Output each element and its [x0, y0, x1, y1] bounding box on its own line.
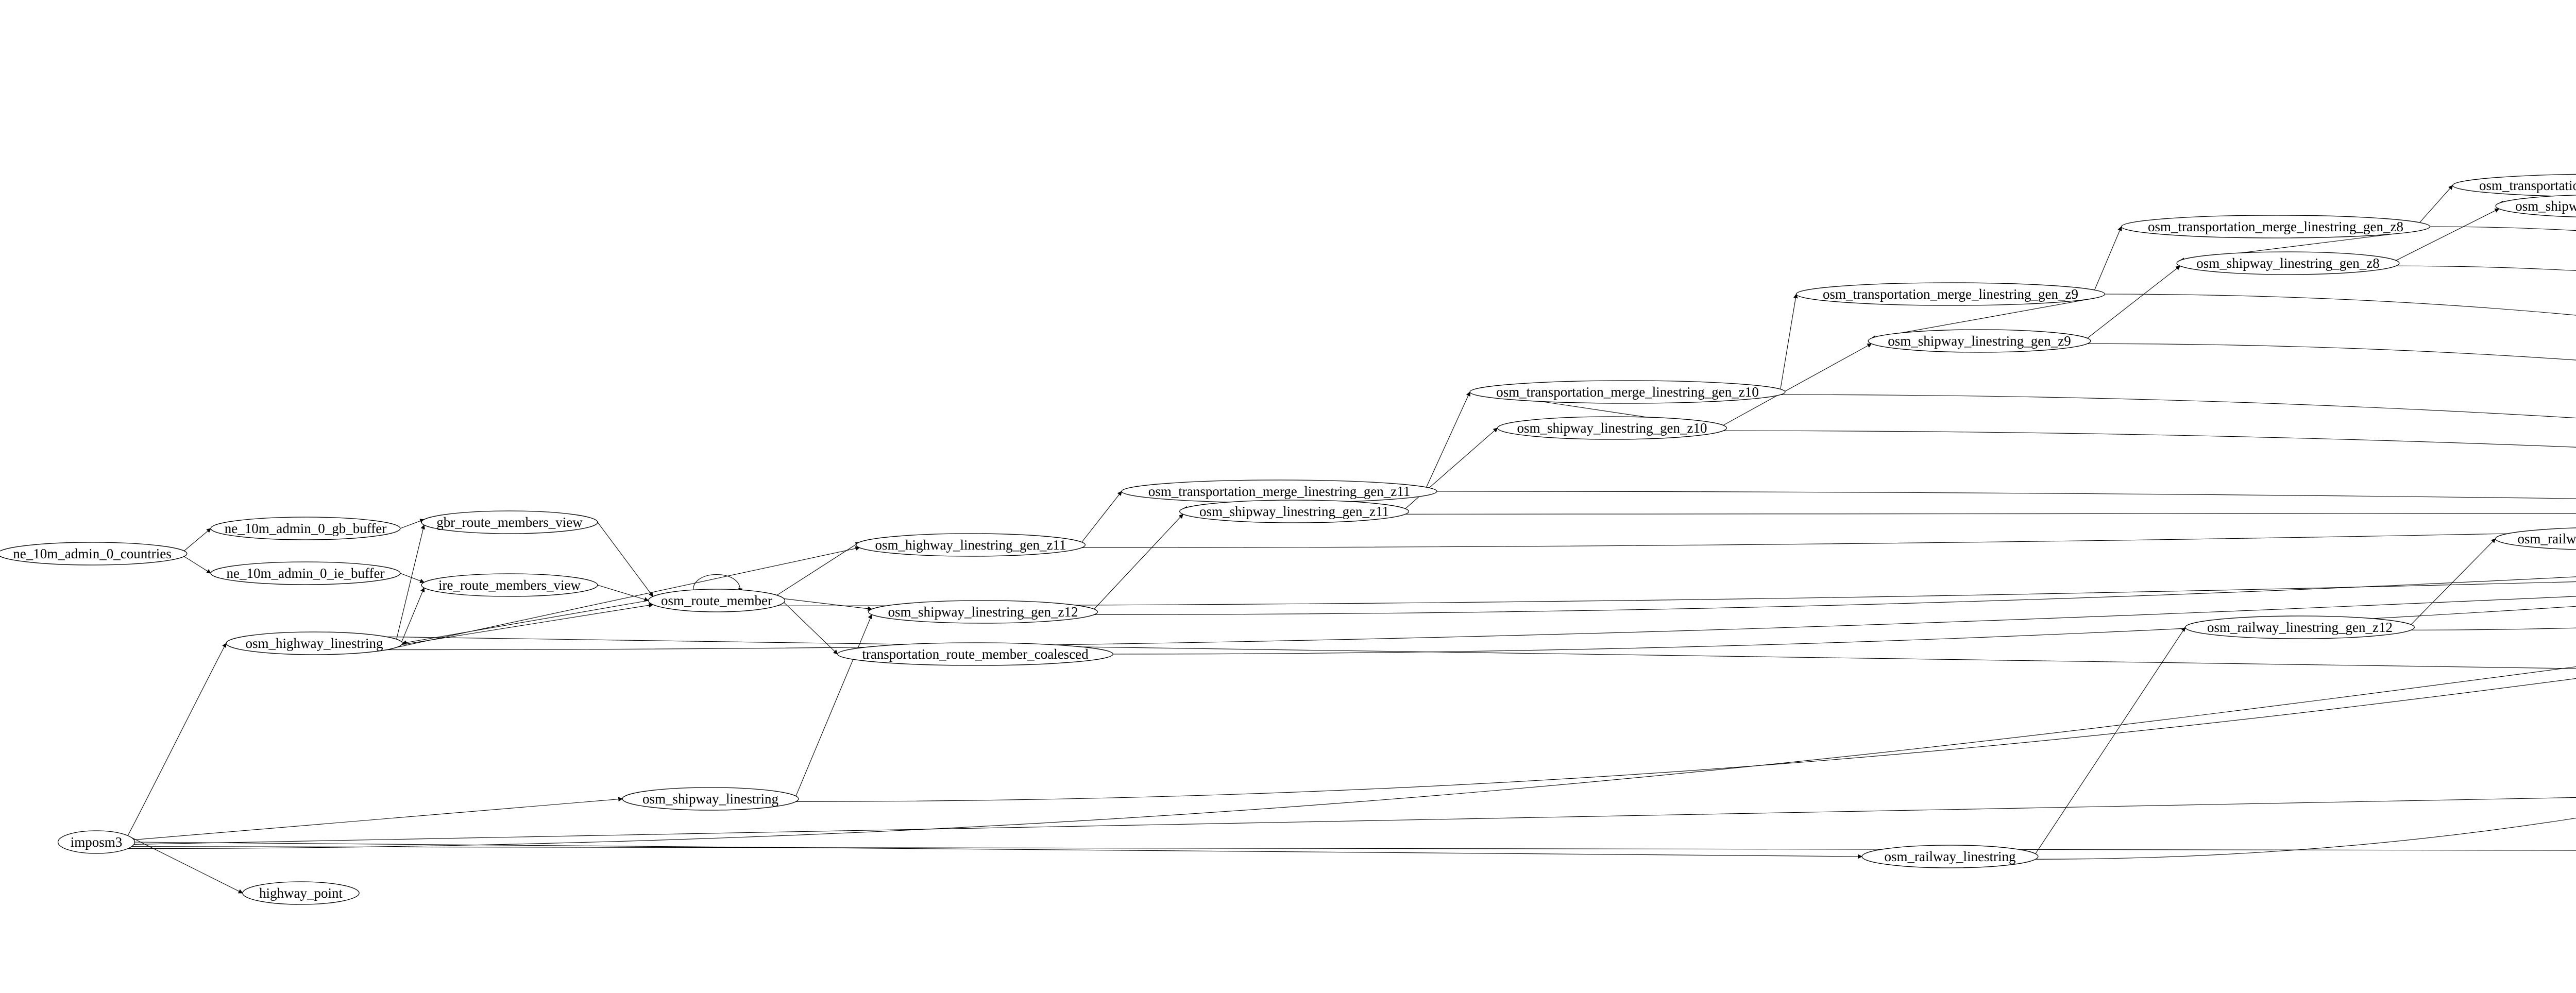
svg-text:osm_shipway_linestring_gen_z9: osm_shipway_linestring_gen_z9: [1888, 333, 2071, 349]
svg-text:osm_shipway_linestring_gen_z10: osm_shipway_linestring_gen_z10: [1517, 420, 1707, 436]
svg-text:osm_transportation_merge_lines: osm_transportation_merge_linestring_gen_…: [1148, 484, 1410, 499]
svg-text:ne_10m_admin_0_gb_buffer: ne_10m_admin_0_gb_buffer: [225, 521, 386, 536]
svg-text:osm_highway_linestring: osm_highway_linestring: [246, 636, 383, 651]
svg-text:osm_transportation_merge_lines: osm_transportation_merge_linestring_gen_…: [2148, 219, 2403, 234]
svg-text:osm_shipway_linestring_gen_z8: osm_shipway_linestring_gen_z8: [2196, 255, 2379, 271]
svg-text:ne_10m_admin_0_ie_buffer: ne_10m_admin_0_ie_buffer: [227, 566, 385, 581]
svg-text:osm_railway_linestring_gen_z12: osm_railway_linestring_gen_z12: [2207, 620, 2393, 635]
svg-text:osm_transportation_merge_lines: osm_transportation_merge_linestring_gen_…: [1496, 384, 1758, 400]
svg-text:osm_shipway_linestring_gen_z11: osm_shipway_linestring_gen_z11: [1199, 504, 1389, 519]
svg-text:osm_railway_linestring: osm_railway_linestring: [1885, 849, 2016, 864]
svg-text:osm_transportation_merge_lines: osm_transportation_merge_linestring_gen_…: [1823, 286, 2078, 302]
svg-text:osm_shipway_linestring_gen_z12: osm_shipway_linestring_gen_z12: [888, 604, 1078, 620]
svg-text:imposm3: imposm3: [71, 834, 123, 850]
svg-text:osm_shipway_linestring_gen_z7: osm_shipway_linestring_gen_z7: [2515, 198, 2576, 214]
svg-text:osm_railway_linestring_gen_z11: osm_railway_linestring_gen_z11: [2518, 531, 2576, 546]
svg-text:osm_highway_linestring_gen_z11: osm_highway_linestring_gen_z11: [875, 537, 1066, 553]
svg-text:gbr_route_members_view: gbr_route_members_view: [436, 515, 583, 530]
svg-text:osm_shipway_linestring: osm_shipway_linestring: [642, 791, 778, 807]
svg-text:ire_route_members_view: ire_route_members_view: [438, 577, 581, 593]
svg-text:highway_point: highway_point: [259, 885, 343, 901]
svg-text:ne_10m_admin_0_countries: ne_10m_admin_0_countries: [13, 546, 171, 561]
svg-text:transportation_route_member_co: transportation_route_member_coalesced: [862, 646, 1089, 662]
svg-text:osm_route_member: osm_route_member: [661, 593, 772, 608]
svg-text:osm_transportation_merge_lines: osm_transportation_merge_linestring_gen_…: [2479, 178, 2576, 193]
